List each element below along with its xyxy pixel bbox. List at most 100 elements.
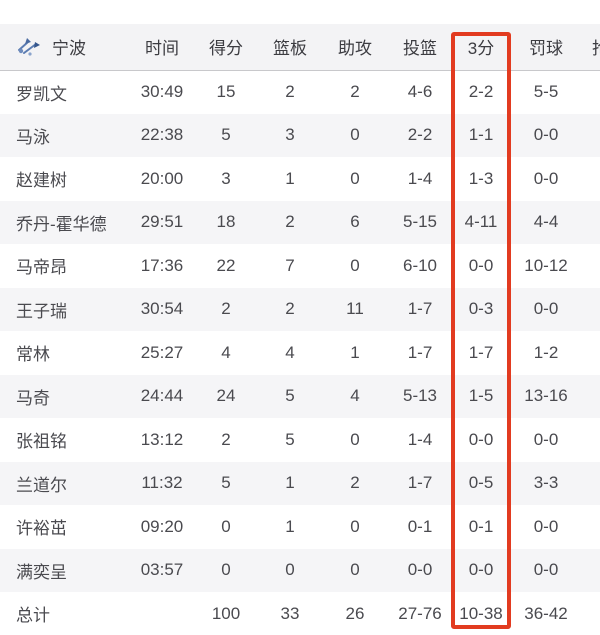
stat-assists: 0 [350, 255, 360, 275]
table-row: 马帝昂 17:36 22 7 0 6-10 0-0 10-12 [0, 244, 600, 288]
stat-freethrows: 3-3 [533, 473, 559, 493]
player-name: 赵建树 [16, 171, 67, 191]
team-header-cell: 宁波 [0, 24, 130, 71]
stat-threepoints: 2-2 [468, 82, 494, 101]
player-name: 张祖铭 [16, 432, 67, 452]
stat-freethrows: 0-0 [533, 299, 559, 319]
stat-rebounds: 1 [285, 168, 295, 188]
stat-rebounds: 5 [285, 429, 295, 449]
stat-assists: 1 [350, 342, 360, 362]
stat-fieldgoals: 1-4 [407, 168, 433, 188]
stat-freethrows: 0-0 [533, 168, 559, 188]
player-name: 许裕茁 [16, 519, 67, 539]
stat-rebounds: 7 [285, 255, 295, 275]
stat-rebounds: 5 [285, 386, 295, 406]
boxscore-table: 宁波 时间 得分 篮板 助攻 投篮 3分 罚球 抢断 罗凯文 30:49 15 … [0, 24, 600, 635]
table-row: 赵建树 20:00 3 1 0 1-4 1-3 0-0 [0, 157, 600, 201]
stat-time: 29:51 [140, 212, 184, 232]
stat-assists: 0 [350, 125, 360, 145]
player-name: 常林 [16, 345, 50, 365]
stat-fieldgoals: 0-1 [407, 516, 433, 536]
stat-assists: 11 [346, 299, 364, 319]
column-header-rebounds: 篮板 [258, 24, 322, 71]
stat-steals [582, 288, 600, 332]
stat-rebounds: 4 [285, 342, 295, 362]
stat-points: 100 [211, 603, 241, 623]
stat-steals [582, 114, 600, 158]
stat-time: 11:32 [141, 473, 183, 493]
stat-points: 15 [216, 82, 236, 101]
stat-fieldgoals: 0-0 [407, 560, 433, 580]
stat-rebounds: 2 [285, 212, 295, 232]
stat-threepoints: 1-5 [468, 386, 494, 406]
stat-points: 18 [216, 212, 236, 232]
stat-points: 3 [221, 168, 231, 188]
stat-rebounds: 33 [280, 603, 300, 623]
stat-time: 22:38 [140, 125, 184, 145]
player-name: 满奕呈 [16, 562, 67, 582]
stat-fieldgoals: 1-7 [407, 342, 433, 362]
stat-rebounds: 1 [285, 516, 295, 536]
stat-threepoints: 0-0 [468, 560, 494, 580]
player-name: 罗凯文 [16, 84, 67, 104]
stat-fieldgoals: 27-76 [398, 603, 442, 623]
stat-steals [582, 592, 600, 635]
stat-points: 0 [221, 516, 231, 536]
player-name: 马帝昂 [16, 258, 67, 278]
table-row: 罗凯文 30:49 15 2 2 4-6 2-2 5-5 [0, 70, 600, 114]
stat-freethrows: 5-5 [533, 82, 559, 101]
stat-freethrows: 36-42 [524, 603, 568, 623]
stat-time: 30:54 [140, 299, 184, 319]
stat-freethrows: 0-0 [533, 560, 559, 580]
column-header-assists: 助攻 [322, 24, 388, 71]
table-row: 张祖铭 13:12 2 5 0 1-4 0-0 0-0 [0, 418, 600, 462]
table-row: 常林 25:27 4 4 1 1-7 1-7 1-2 [0, 331, 600, 375]
stat-assists: 2 [350, 473, 360, 493]
stat-threepoints: 0-3 [468, 299, 494, 319]
table-row: 兰道尔 11:32 5 1 2 1-7 0-5 3-3 [0, 461, 600, 506]
stat-time: 13:12 [140, 429, 184, 449]
column-header-steals: 抢断 [582, 24, 600, 71]
column-header-fieldgoals: 投篮 [388, 24, 452, 71]
column-header-time: 时间 [130, 24, 194, 71]
stat-freethrows: 10-12 [524, 255, 568, 275]
stat-steals [582, 462, 600, 506]
team-name: 宁波 [52, 39, 86, 59]
table-row: 满奕呈 03:57 0 0 0 0-0 0-0 0-0 [0, 548, 600, 592]
stat-threepoints: 1-7 [468, 342, 494, 362]
stat-assists: 6 [350, 212, 360, 232]
stat-time [130, 592, 194, 635]
stat-points: 4 [221, 342, 231, 362]
player-name: 王子瑞 [16, 301, 67, 321]
stat-time: 09:20 [140, 516, 184, 536]
stat-points: 2 [221, 299, 231, 319]
stat-steals [582, 331, 600, 375]
stat-threepoints: 10-38 [459, 603, 503, 623]
total-row: 总计 100 33 26 27-76 10-38 36-42 [0, 592, 600, 635]
stat-steals [582, 70, 600, 114]
stat-assists: 0 [350, 168, 360, 188]
stat-freethrows: 0-0 [533, 516, 559, 536]
stat-rebounds: 3 [285, 125, 295, 145]
stat-time: 20:00 [140, 168, 184, 188]
player-name: 总计 [16, 606, 50, 626]
stat-freethrows: 0-0 [533, 429, 559, 449]
stat-threepoints: 1-1 [468, 125, 494, 145]
stat-rebounds: 2 [285, 299, 295, 319]
stat-threepoints: 0-0 [468, 429, 494, 449]
stat-points: 22 [216, 255, 236, 275]
stat-fieldgoals: 6-10 [402, 255, 438, 275]
stat-assists: 2 [350, 82, 360, 101]
header-row: 宁波 时间 得分 篮板 助攻 投篮 3分 罚球 抢断 [0, 24, 600, 71]
stat-rebounds: 2 [285, 82, 295, 101]
table-row: 许裕茁 09:20 0 1 0 0-1 0-1 0-0 [0, 505, 600, 549]
stat-threepoints: 0-1 [468, 516, 494, 536]
stat-points: 5 [221, 125, 231, 145]
stat-points: 2 [221, 429, 231, 449]
stat-fieldgoals: 1-7 [407, 299, 433, 319]
stat-steals [582, 201, 600, 245]
stat-threepoints: 0-0 [468, 255, 494, 275]
player-name: 马奇 [16, 388, 50, 408]
stat-fieldgoals: 5-15 [402, 212, 438, 232]
